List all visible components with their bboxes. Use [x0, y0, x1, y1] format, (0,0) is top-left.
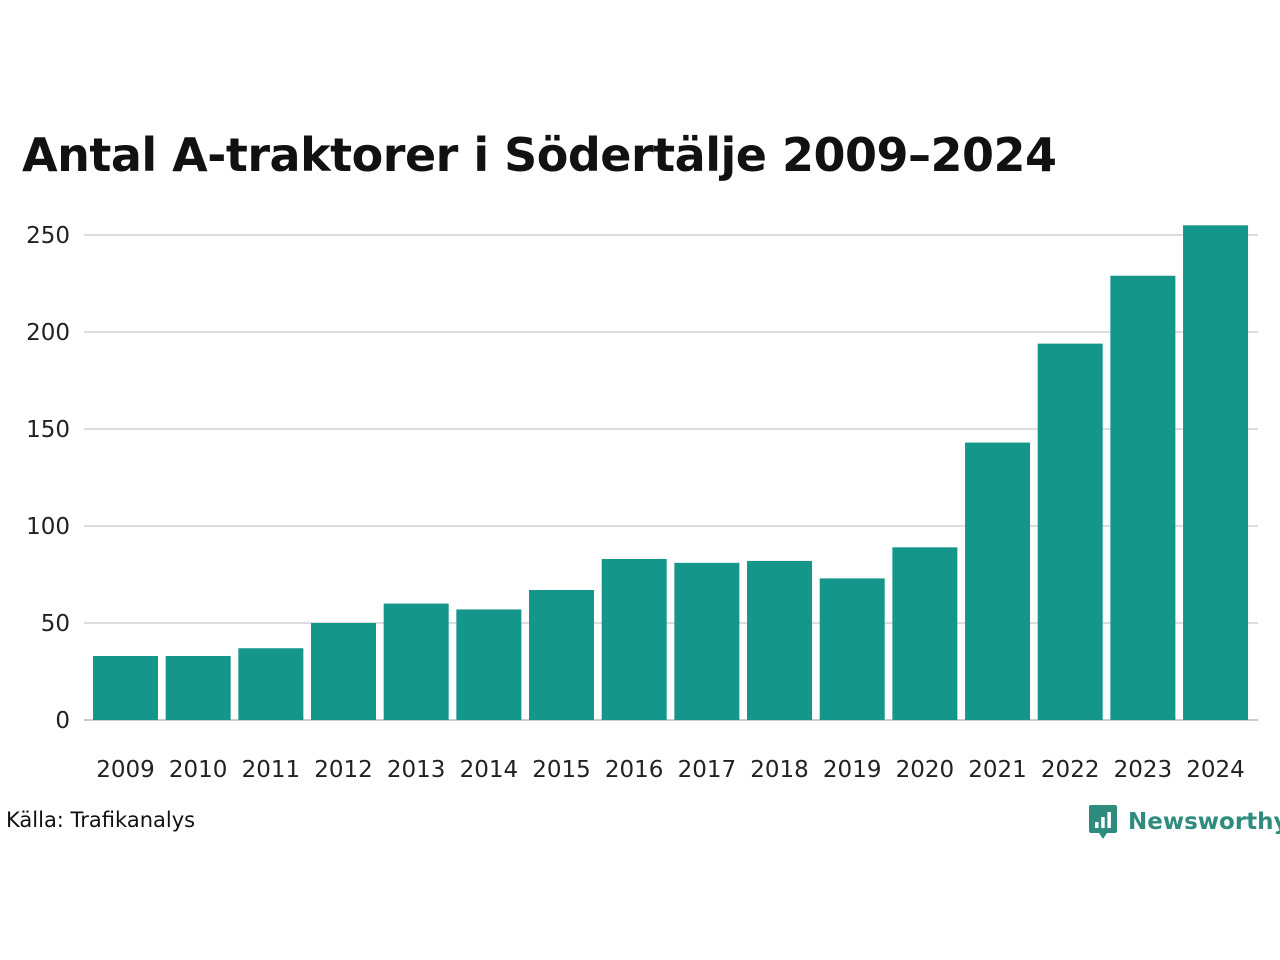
bar-2021	[965, 442, 1031, 720]
y-tick-label: 0	[55, 708, 70, 734]
y-tick-label: 150	[26, 417, 70, 443]
x-tick-label-2021: 2021	[968, 757, 1027, 783]
x-tick-label-2024: 2024	[1186, 757, 1245, 783]
chart-title: Antal A-traktorer i Södertälje 2009–2024	[22, 128, 1057, 182]
x-tick-label-2012: 2012	[314, 757, 373, 783]
bar-2020	[892, 547, 958, 720]
bar-2019	[819, 578, 885, 720]
bar-2013	[383, 603, 449, 720]
brand-logo: Newsworthy	[1088, 802, 1280, 842]
x-tick-label-2017: 2017	[678, 757, 737, 783]
bar-2017	[674, 562, 740, 720]
y-tick-label: 100	[26, 514, 70, 540]
bar-2016	[601, 558, 667, 720]
x-tick-label-2015: 2015	[532, 757, 591, 783]
y-tick-label: 250	[26, 223, 70, 249]
y-tick-label: 200	[26, 320, 70, 346]
bar-2015	[529, 590, 595, 720]
x-tick-label-2022: 2022	[1041, 757, 1100, 783]
bar-2018	[747, 560, 813, 720]
bars	[93, 225, 1249, 721]
brand-name: Newsworthy	[1128, 809, 1280, 835]
bar-2011	[238, 648, 304, 720]
bar-2010	[165, 655, 231, 720]
x-tick-label-2019: 2019	[823, 757, 882, 783]
bar-2014	[456, 609, 522, 720]
x-tick-label-2023: 2023	[1114, 757, 1173, 783]
x-tick-label-2010: 2010	[169, 757, 228, 783]
bar-2012	[311, 623, 377, 720]
newsworthy-logo-icon	[1089, 805, 1117, 839]
source-note: Källa: Trafikanalys	[6, 808, 196, 832]
x-tick-label-2013: 2013	[387, 757, 446, 783]
y-tick-label: 50	[41, 611, 70, 637]
x-axis-ticks: 2009 2010 2011 2012 2013 2014 2015 2016 2017 2018…	[96, 757, 1245, 783]
x-tick-label-2014: 2014	[460, 757, 519, 783]
x-tick-label-2018: 2018	[750, 757, 809, 783]
bar-2022	[1037, 343, 1103, 720]
x-tick-label-2009: 2009	[96, 757, 155, 783]
bar-2023	[1110, 275, 1176, 720]
y-axis-ticks: 0 50 100 150 200 250	[26, 223, 70, 734]
bar-2024	[1183, 225, 1249, 721]
x-tick-label-2020: 2020	[896, 757, 955, 783]
bar-2009	[93, 655, 158, 720]
x-tick-label-2011: 2011	[242, 757, 301, 783]
x-tick-label-2016: 2016	[605, 757, 664, 783]
